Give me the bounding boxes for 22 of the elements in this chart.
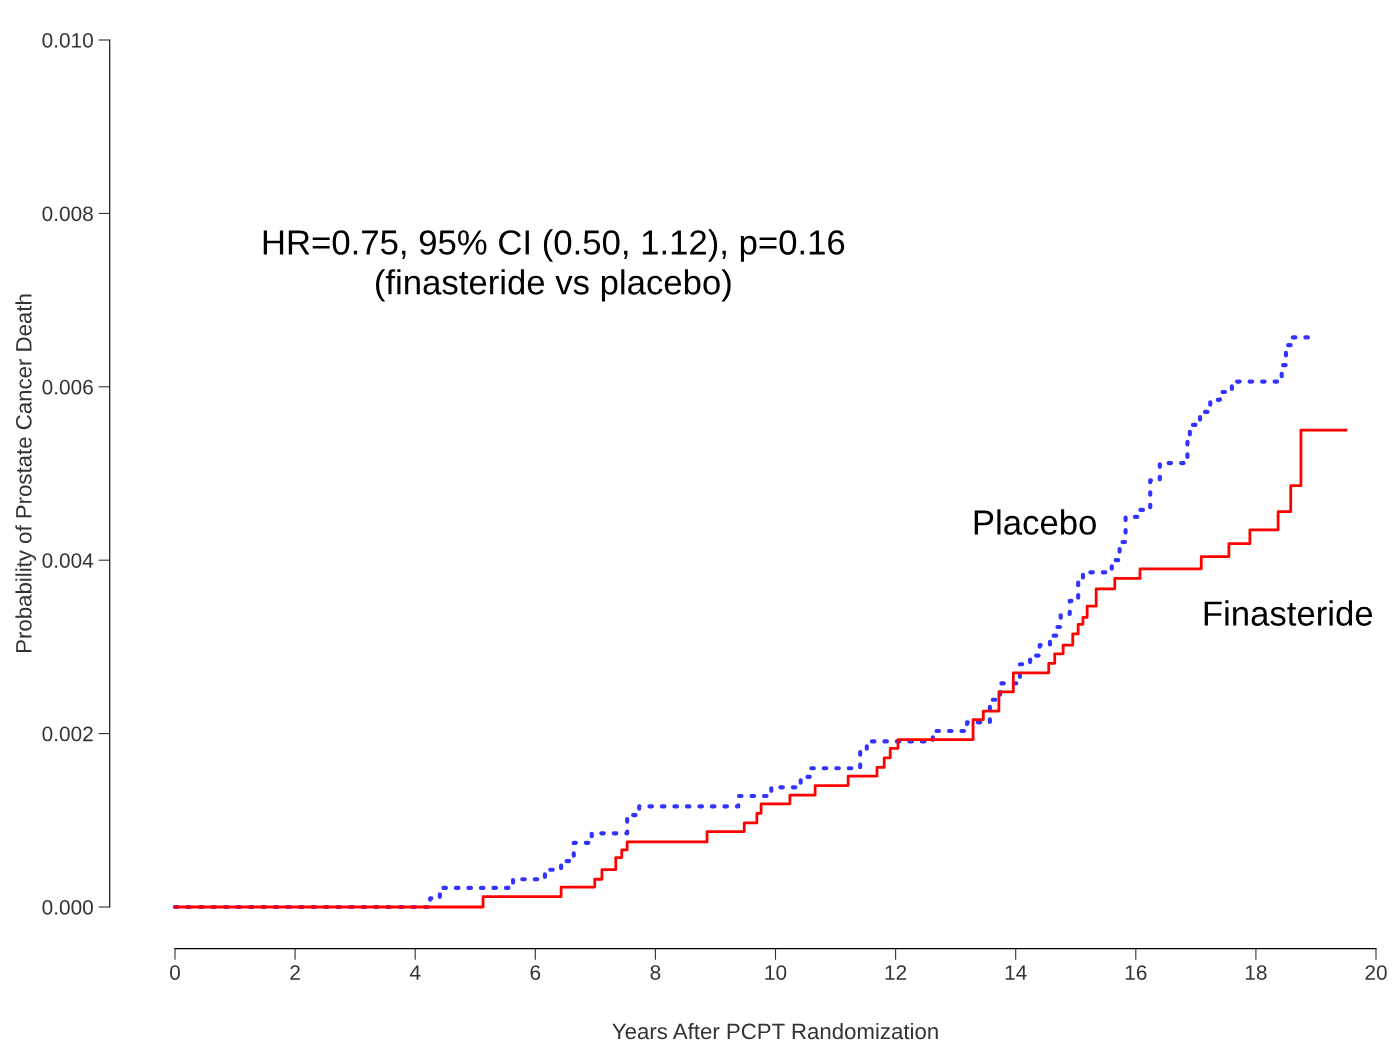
x-tick-label: 14 — [1005, 965, 1027, 980]
x-tick-label: 4 — [409, 965, 421, 980]
x-tick-label: 0 — [170, 965, 180, 980]
annotation: HR=0.75, 95% CI (0.50, 1.12), p=0.16 (finasteride vs placebo) — [263, 229, 845, 302]
y-tick-label: 0.006 — [42, 379, 93, 395]
x-tick-label: 10 — [765, 965, 787, 980]
y-tick-label: 0.010 — [42, 33, 93, 48]
series-label: Finasteride — [1204, 600, 1373, 626]
x-tick-label: 20 — [1365, 965, 1387, 980]
x-tick-label: 2 — [290, 965, 300, 980]
x-tick-label: 8 — [650, 965, 661, 980]
series-label: Placebo — [974, 509, 1096, 535]
y-tick-label: 0.000 — [42, 900, 93, 915]
x-tick-label: 18 — [1245, 965, 1267, 980]
x-tick-label: 16 — [1125, 965, 1147, 980]
x-axis-title: Years After PCPT Randomization — [612, 1022, 938, 1040]
x-tick-label: 6 — [530, 965, 541, 980]
y-tick-label: 0.008 — [42, 206, 93, 222]
y-tick-label: 0.004 — [42, 553, 94, 568]
y-axis-title: Probability of Prostate Cancer Death — [15, 294, 37, 653]
y-tick-label: 0.002 — [42, 726, 93, 742]
x-tick-label: 12 — [885, 965, 907, 980]
